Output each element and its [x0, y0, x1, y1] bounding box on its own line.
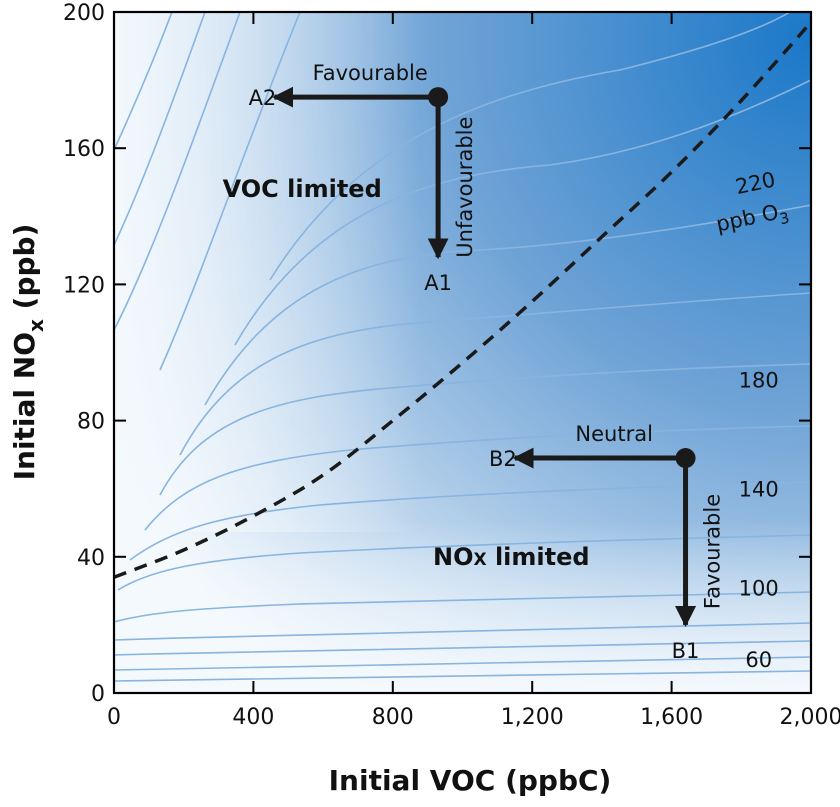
contour-value-label: 100 [739, 576, 779, 600]
ridge-line-dashed [114, 21, 811, 579]
contour-line [144, 425, 811, 531]
arrow-end-label-a2: A2 [249, 86, 277, 110]
contour-line [204, 204, 811, 406]
contour-value-label: 60 [745, 648, 772, 672]
contour-line [114, 12, 173, 151]
contour-line [114, 12, 241, 331]
contour-line [269, 12, 791, 281]
y-tick-label: 80 [77, 410, 105, 435]
contour-line [114, 591, 811, 623]
contour-line [234, 79, 811, 346]
y-axis-title-sub: x [24, 319, 48, 332]
point-b [675, 448, 696, 469]
contour-line [159, 363, 811, 496]
x-tick-label: 1,200 [501, 705, 564, 730]
region-label-nox-limited: NOX limited [433, 543, 590, 571]
arrow-caption: Unfavourable [453, 117, 477, 258]
x-axis: 0 400 800 1,200 1,600 2,000 [107, 12, 840, 730]
x-tick-label: 0 [107, 705, 121, 730]
arrow-end-label-a1: A1 [424, 271, 452, 295]
y-axis-title-space [8, 309, 41, 319]
x-tick-label: 800 [372, 705, 414, 730]
y-tick-label: 160 [63, 137, 105, 162]
y-axis-title-unit: (ppb) [8, 224, 41, 310]
region-label-nox-main: NO [433, 543, 474, 571]
arrow-end-label-b1: B1 [672, 639, 700, 663]
contour-value-label: 180 [739, 369, 779, 393]
arrow-caption: Favourable [313, 61, 428, 85]
x-axis-title: Initial VOC (ppbC) [329, 764, 612, 797]
contour-line [129, 481, 811, 561]
point-a [428, 87, 449, 108]
y-axis-title-main: Initial NO [8, 332, 41, 480]
y-tick-label: 0 [91, 682, 105, 707]
contour-value-label: 140 [739, 478, 779, 502]
points [428, 87, 696, 469]
x-tick-label: 400 [232, 705, 274, 730]
contour-line [114, 12, 206, 246]
y-tick-label: 200 [63, 1, 105, 26]
y-axis: 0 40 80 120 160 200 [63, 1, 811, 707]
contour-units-sub: 3 [778, 209, 791, 229]
arrow-end-label-b2: B2 [489, 447, 517, 471]
arrow-caption: Neutral [575, 422, 653, 446]
region-label-nox-sub: X [473, 550, 486, 570]
y-tick-label: 40 [77, 546, 105, 571]
arrow-caption: Favourable [701, 494, 725, 609]
contour-line [179, 292, 811, 456]
x-tick-label: 1,600 [640, 705, 703, 730]
x-tick-label: 2,000 [780, 705, 840, 730]
y-axis-title: Initial NOx (ppb) [8, 224, 48, 481]
region-label-voc-limited: VOC limited [223, 175, 382, 203]
contour-line [117, 534, 811, 591]
contour-line [159, 12, 301, 371]
y-tick-label: 120 [63, 273, 105, 298]
region-label-nox-rest: limited [487, 543, 590, 571]
plot-frame [112, 10, 813, 695]
